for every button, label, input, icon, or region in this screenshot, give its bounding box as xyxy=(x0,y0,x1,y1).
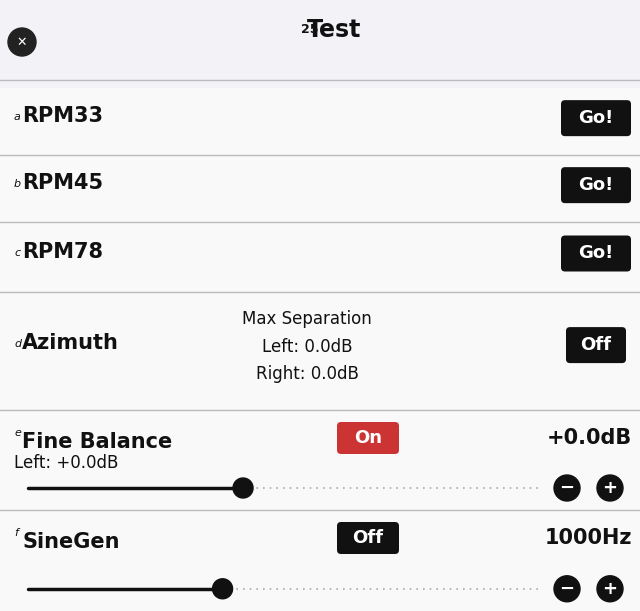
Circle shape xyxy=(8,28,36,56)
Text: +: + xyxy=(602,479,618,497)
FancyBboxPatch shape xyxy=(337,422,399,454)
Bar xyxy=(0,222,640,292)
Text: Max Separation
Left: 0.0dB
Right: 0.0dB: Max Separation Left: 0.0dB Right: 0.0dB xyxy=(243,310,372,383)
Text: −: − xyxy=(559,479,575,497)
Text: RPM78: RPM78 xyxy=(22,241,103,262)
Circle shape xyxy=(597,475,623,501)
Circle shape xyxy=(212,579,232,599)
Text: ✕: ✕ xyxy=(17,35,28,48)
FancyBboxPatch shape xyxy=(566,327,626,363)
Text: Go!: Go! xyxy=(579,244,614,263)
Bar xyxy=(0,410,640,510)
Text: f: f xyxy=(14,528,18,538)
Text: Azimuth: Azimuth xyxy=(22,333,119,353)
Circle shape xyxy=(597,576,623,602)
Bar xyxy=(0,88,640,155)
Text: SineGen: SineGen xyxy=(22,532,120,552)
Text: RPM33: RPM33 xyxy=(22,106,103,126)
FancyBboxPatch shape xyxy=(561,100,631,136)
Text: Off: Off xyxy=(580,336,611,354)
FancyBboxPatch shape xyxy=(561,235,631,271)
Bar xyxy=(0,155,640,222)
Text: Go!: Go! xyxy=(579,176,614,194)
Circle shape xyxy=(554,475,580,501)
Text: Fine Balance: Fine Balance xyxy=(22,432,172,452)
Bar xyxy=(0,292,640,410)
Text: RPM45: RPM45 xyxy=(22,173,103,193)
Text: d: d xyxy=(14,339,21,349)
FancyBboxPatch shape xyxy=(561,167,631,203)
Text: −: − xyxy=(559,580,575,598)
Circle shape xyxy=(233,478,253,498)
FancyBboxPatch shape xyxy=(337,522,399,554)
Text: Test: Test xyxy=(307,18,362,42)
Circle shape xyxy=(554,576,580,602)
Text: On: On xyxy=(354,429,382,447)
Text: Off: Off xyxy=(353,529,383,547)
Text: e: e xyxy=(14,428,21,438)
Text: c: c xyxy=(14,247,20,257)
Text: 25: 25 xyxy=(301,23,318,36)
Text: Left: +0.0dB: Left: +0.0dB xyxy=(14,454,118,472)
Text: b: b xyxy=(14,179,21,189)
Text: Go!: Go! xyxy=(579,109,614,127)
Text: +0.0dB: +0.0dB xyxy=(547,428,632,448)
Bar xyxy=(0,510,640,611)
Text: a: a xyxy=(14,112,21,122)
Text: +: + xyxy=(602,580,618,598)
Text: 1000Hz: 1000Hz xyxy=(545,528,632,548)
